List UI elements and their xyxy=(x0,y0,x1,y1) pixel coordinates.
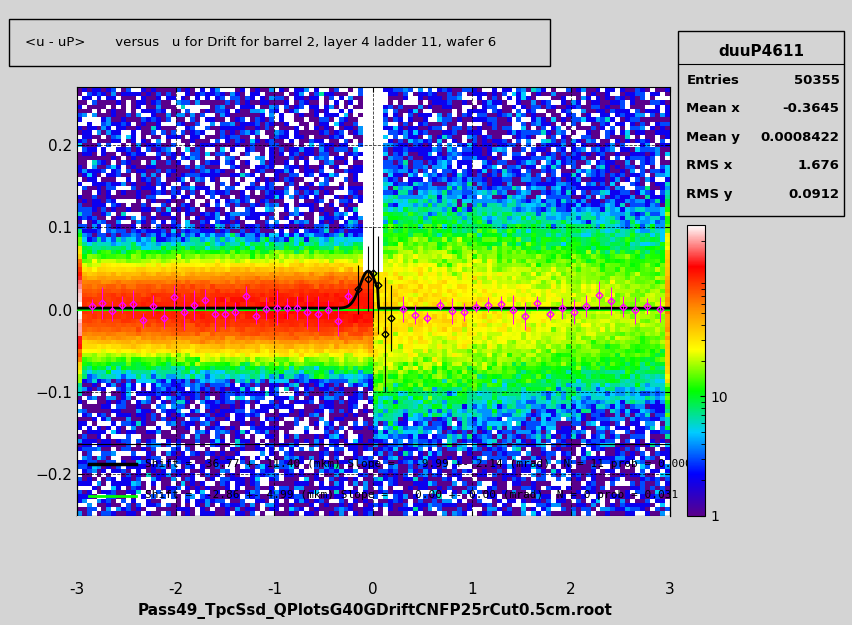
Text: 0.0008422: 0.0008422 xyxy=(760,131,838,144)
Text: RMS x: RMS x xyxy=(686,159,732,172)
Text: Entries: Entries xyxy=(686,74,739,87)
Text: Pass49_TpcSsd_QPlotsG40GDriftCNFP25rCut0.5cm.root: Pass49_TpcSsd_QPlotsG40GDriftCNFP25rCut0… xyxy=(138,602,612,619)
Text: 0.0912: 0.0912 xyxy=(787,188,838,201)
Text: RMS y: RMS y xyxy=(686,188,732,201)
Text: 1.676: 1.676 xyxy=(797,159,838,172)
Text: 50355: 50355 xyxy=(792,74,838,87)
Text: Shift =  36.77 +- 11.40 (mkm) Slope =   -9.99 +- 2.14 (mrad)  N = 11 prob = 0.00: Shift = 36.77 +- 11.40 (mkm) Slope = -9.… xyxy=(145,459,691,469)
Text: <u - uP>       versus   u for Drift for barrel 2, layer 4 ladder 11, wafer 6: <u - uP> versus u for Drift for barrel 2… xyxy=(25,36,496,49)
Text: Mean x: Mean x xyxy=(686,102,740,115)
Text: Mean y: Mean y xyxy=(686,131,740,144)
Text: Shift =  -2.86 +- 4.99 (mkm) Slope =    0.00 +- 0.00 (mrad)  N = 0 prob = 0.031: Shift = -2.86 +- 4.99 (mkm) Slope = 0.00… xyxy=(145,491,677,501)
Text: -0.3645: -0.3645 xyxy=(781,102,838,115)
Text: duuP4611: duuP4611 xyxy=(717,44,803,59)
